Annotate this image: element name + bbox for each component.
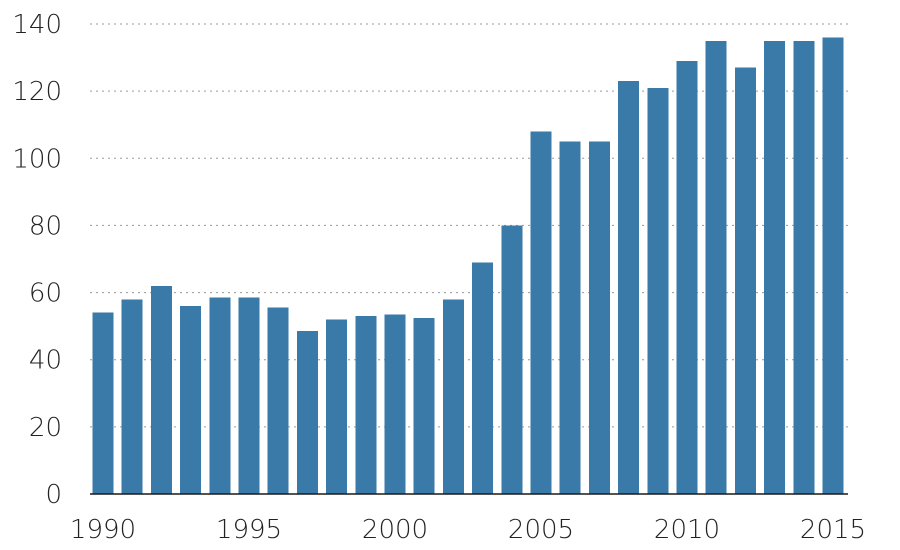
bar-2011 [705, 40, 727, 495]
bar-2004 [501, 225, 523, 494]
x-tick-label-2010: 2010 [654, 515, 720, 545]
bar-1995 [238, 297, 260, 494]
y-tick-label-100: 100 [12, 144, 62, 174]
bar-2006 [559, 141, 581, 494]
bar-2013 [764, 40, 786, 495]
bar-1991 [121, 299, 143, 494]
y-tick-label-140: 140 [12, 10, 62, 40]
bar-2014 [793, 40, 815, 495]
grid-lines [90, 23, 848, 428]
x-tick-label-2015: 2015 [800, 515, 866, 545]
x-tick-label-2000: 2000 [362, 515, 428, 545]
bar-1992 [150, 285, 172, 494]
bar-2012 [734, 67, 756, 495]
x-tick-label-1990: 1990 [70, 515, 136, 545]
bar-1999 [355, 316, 377, 494]
bar-1997 [296, 331, 318, 494]
bar-2007 [588, 141, 610, 494]
y-tick-label-120: 120 [12, 77, 62, 107]
x-tick-label-1995: 1995 [216, 515, 282, 545]
x-tick-labels: 1990 1995 2000 2005 2010 2015 [70, 515, 866, 545]
bar-2002 [442, 299, 464, 494]
bar-1990 [92, 312, 114, 494]
y-tick-label-0: 0 [45, 480, 62, 510]
bar-2000 [384, 314, 406, 494]
y-tick-label-60: 60 [29, 279, 62, 309]
bar-2010 [676, 60, 698, 495]
bar-2003 [472, 262, 494, 494]
y-tick-labels: 0 20 40 60 80 100 120 140 [12, 10, 62, 510]
bar-2001 [413, 317, 435, 494]
bar-2005 [530, 131, 552, 494]
y-tick-label-80: 80 [29, 211, 62, 241]
x-tick-label-2005: 2005 [508, 515, 574, 545]
bar-2009 [647, 87, 669, 495]
y-tick-label-40: 40 [29, 346, 62, 376]
bar-1998 [326, 319, 348, 494]
bar-1993 [180, 306, 202, 494]
y-tick-label-20: 20 [29, 413, 62, 443]
bar-2015 [822, 37, 844, 495]
bar-2008 [618, 81, 640, 495]
bars [92, 37, 844, 495]
bar-1994 [209, 297, 231, 494]
bar-1996 [267, 307, 289, 494]
